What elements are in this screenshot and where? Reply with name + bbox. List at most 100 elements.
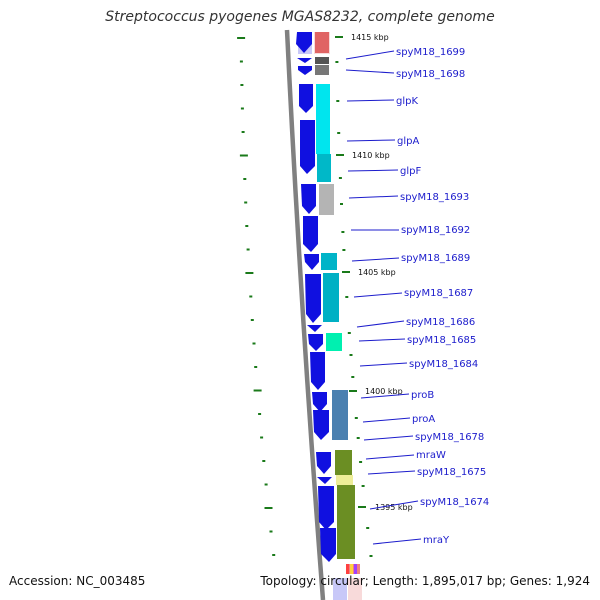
feature-block [350, 564, 353, 574]
leader-line [346, 99, 395, 102]
feature-block [319, 184, 334, 215]
genome-stats-text: Topology: circular; Length: 1,895,017 bp… [260, 574, 590, 588]
gene-labels: spyM18_1699 spyM18_1698 glpK glpA glpF s… [396, 47, 489, 546]
gene-label: spyM18_1687 [404, 288, 473, 299]
cds-arrow [318, 486, 334, 530]
cds-arrow [312, 392, 327, 412]
cds-arrow [298, 66, 312, 75]
kbp-label: 1400 kbp [365, 387, 403, 396]
cds-arrows [296, 32, 336, 562]
map-title: Streptococcus pyogenes MGAS8232, complet… [105, 9, 495, 25]
leader-line [348, 195, 399, 199]
leader-line [360, 393, 410, 399]
feature-block [354, 564, 357, 574]
feature-block [317, 154, 331, 182]
gene-label: spyM18_1686 [406, 317, 475, 328]
feature-block [335, 450, 352, 475]
feature-dot [341, 231, 345, 233]
leader-line [365, 454, 415, 460]
cds-arrow [313, 410, 329, 440]
gene-label: proB [411, 390, 434, 401]
gene-label: spyM18_1698 [396, 69, 465, 80]
feature-dot [337, 132, 341, 134]
gene-label: spyM18_1699 [396, 47, 465, 58]
cds-arrow [297, 58, 312, 63]
leader-line [358, 338, 406, 342]
gene-label: spyM18_1693 [400, 192, 469, 203]
gene-label: glpA [397, 136, 419, 147]
leader-line [347, 169, 399, 172]
feature-dot [354, 417, 358, 419]
kbp-label: 1405 kbp [358, 268, 396, 277]
leader-line [372, 538, 422, 545]
gene-leader-lines [345, 50, 422, 545]
cds-arrow [305, 274, 321, 323]
feature-dot [361, 485, 365, 487]
gene-label: spyM18_1692 [401, 225, 470, 236]
kbp-scale: 1415 kbp 1410 kbp 1405 kbp 1400 kbp 1395… [335, 33, 413, 512]
feature-block [348, 578, 362, 600]
gene-label: spyM18_1684 [409, 359, 478, 370]
feature-block [326, 333, 342, 351]
feature-block [332, 390, 348, 440]
feature-block [316, 84, 330, 154]
feature-block [336, 475, 353, 485]
feature-dot [345, 296, 349, 298]
kbp-label: 1395 kbp [375, 503, 413, 512]
feature-block [315, 65, 329, 75]
leader-line [362, 417, 411, 423]
gene-label: mraW [416, 450, 446, 461]
leader-line [346, 139, 396, 142]
gene-label: spyM18_1675 [417, 467, 486, 478]
feature-dot [347, 332, 351, 334]
feature-blocks [315, 32, 362, 600]
feature-block [337, 485, 355, 559]
cds-arrow [300, 120, 315, 174]
gene-label: spyM18_1689 [401, 253, 470, 264]
genome-backbone [284, 29, 326, 600]
cds-arrow [310, 352, 325, 390]
feature-dot [349, 354, 353, 356]
leader-line [345, 50, 395, 60]
cds-arrow [301, 184, 316, 214]
feature-dot [351, 376, 355, 378]
feature-block [321, 253, 337, 270]
gene-label: spyM18_1685 [407, 335, 476, 346]
gene-label: mraY [423, 535, 450, 546]
feature-dot [356, 437, 360, 439]
gene-label: proA [412, 414, 435, 425]
gene-label: spyM18_1678 [415, 432, 484, 443]
leader-line [345, 69, 395, 74]
leader-line [351, 257, 400, 262]
cds-arrow [299, 84, 313, 113]
cds-arrow [316, 452, 331, 474]
gene-label: glpK [396, 96, 418, 107]
feature-dot [366, 527, 370, 529]
cds-arrow [308, 334, 323, 351]
feature-dot [340, 203, 343, 205]
cds-arrow [320, 528, 336, 562]
leader-line [369, 500, 419, 510]
cds-arrow [307, 325, 322, 332]
feature-block [315, 57, 329, 64]
cds-arrow [304, 254, 319, 270]
cds-arrow [317, 477, 332, 484]
feature-block [333, 578, 347, 600]
feature-block [346, 564, 349, 574]
cds-arrow [303, 216, 318, 252]
feature-dot [335, 61, 339, 63]
feature-dot [369, 555, 373, 557]
kbp-label: 1415 kbp [351, 33, 389, 42]
leader-line [353, 292, 403, 298]
feature-dot [338, 177, 342, 179]
feature-block [315, 32, 329, 53]
feature-dot [359, 461, 363, 463]
leader-line [363, 435, 414, 441]
leader-line [359, 362, 408, 367]
feature-dot [342, 249, 346, 251]
accession-text: Accession: NC_003485 [9, 574, 146, 588]
gene-label: spyM18_1674 [420, 497, 489, 508]
leader-line [367, 470, 416, 475]
leader-line [356, 320, 405, 328]
